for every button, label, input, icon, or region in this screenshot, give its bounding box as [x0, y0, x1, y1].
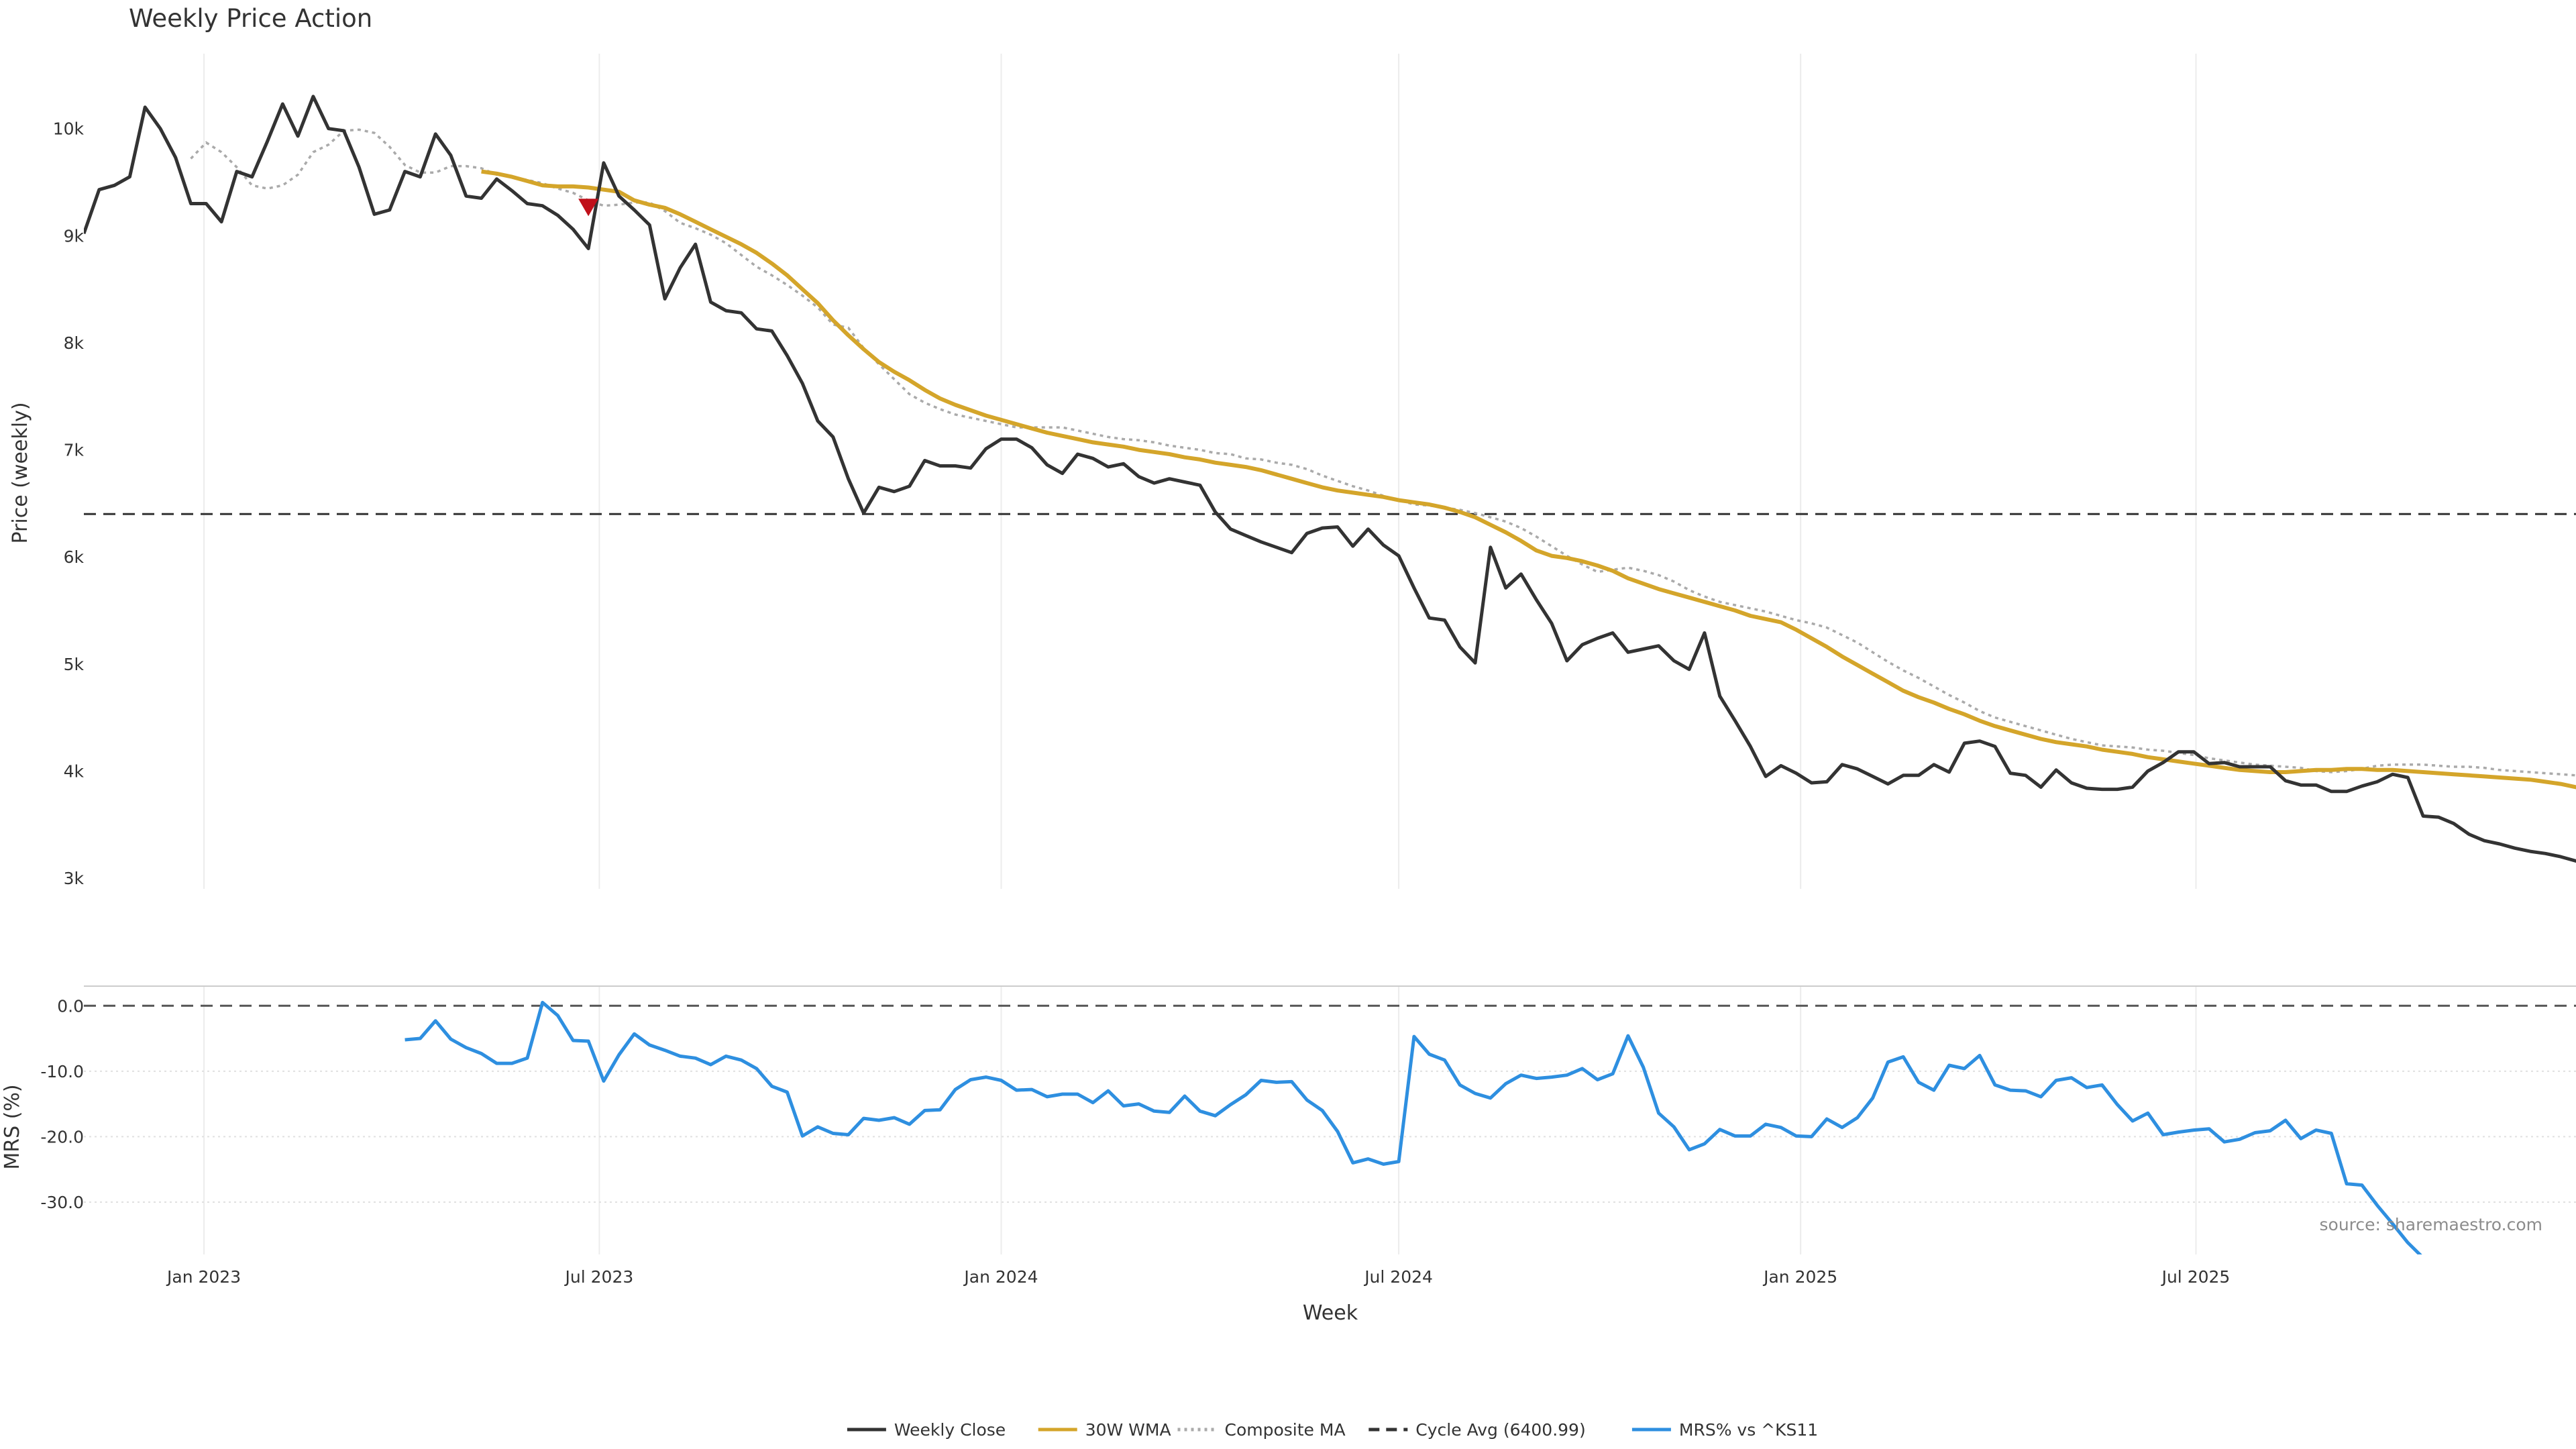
legend: Weekly Close 30W WMA Composite MA Cycle Avg…: [847, 1420, 1818, 1440]
chart-title: Weekly Price Action: [129, 4, 372, 33]
price-y-tick-label: 4k: [64, 761, 85, 781]
x-axis: Jan 2023 Jul 2023 Jan 2024 Jul 2024 Jan 2025…: [166, 1267, 2230, 1287]
mrs-y-axis: 0.0 -10.0 -20.0 -30.0: [40, 996, 84, 1212]
price-y-axis-label: Price (weekly): [9, 402, 32, 543]
mrs-y-tick-label: 0.0: [57, 996, 84, 1016]
source-note: source: sharemaestro.com: [2320, 1215, 2543, 1234]
series-mrs: [405, 1000, 2422, 1254]
vertical-gridlines: [203, 54, 2197, 1254]
price-y-tick-label: 9k: [64, 226, 85, 246]
x-tick-label: Jul 2025: [2161, 1267, 2231, 1287]
legend-label: Cycle Avg (6400.99): [1415, 1420, 1585, 1440]
price-y-tick-label: 3k: [64, 869, 85, 888]
legend-item: 30W WMA: [1038, 1420, 1171, 1440]
price-plot-area: [84, 95, 2576, 863]
legend-label: Composite MA: [1225, 1420, 1346, 1440]
mrs-y-tick-label: -30.0: [40, 1193, 84, 1212]
price-y-tick-label: 7k: [64, 441, 85, 460]
signal-marker: [578, 199, 599, 217]
legend-item: Cycle Avg (6400.99): [1368, 1420, 1586, 1440]
legend-label: MRS% vs ^KS11: [1679, 1420, 1818, 1440]
x-tick-label: Jan 2023: [166, 1267, 241, 1287]
price-y-axis: 3k 4k 5k 6k 7k 8k 9k 10k: [53, 119, 85, 888]
series-weekly-close: [84, 95, 2576, 863]
legend-item: MRS% vs ^KS11: [1631, 1420, 1818, 1440]
legend-label: Weekly Close: [894, 1420, 1006, 1440]
x-tick-label: Jan 2025: [1762, 1267, 1837, 1287]
mrs-plot-area: [84, 1000, 2576, 1254]
series-30w-wma: [481, 169, 2576, 790]
price-y-tick-label: 6k: [64, 547, 85, 567]
x-tick-label: Jan 2024: [963, 1267, 1038, 1287]
legend-item: Composite MA: [1177, 1420, 1346, 1440]
mrs-y-axis-label: MRS (%): [1, 1084, 24, 1169]
price-y-tick-label: 5k: [64, 655, 85, 674]
mrs-y-tick-label: -10.0: [40, 1062, 84, 1081]
x-axis-label: Week: [1303, 1301, 1358, 1325]
x-tick-label: Jul 2023: [564, 1267, 634, 1287]
legend-item: Weekly Close: [847, 1420, 1006, 1440]
price-y-tick-label: 8k: [64, 333, 85, 353]
legend-label: 30W WMA: [1085, 1420, 1171, 1440]
mrs-y-tick-label: -20.0: [40, 1127, 84, 1146]
price-y-tick-label: 10k: [53, 119, 85, 139]
x-tick-label: Jul 2024: [1363, 1267, 1433, 1287]
series-composite-ma: [190, 128, 2576, 777]
